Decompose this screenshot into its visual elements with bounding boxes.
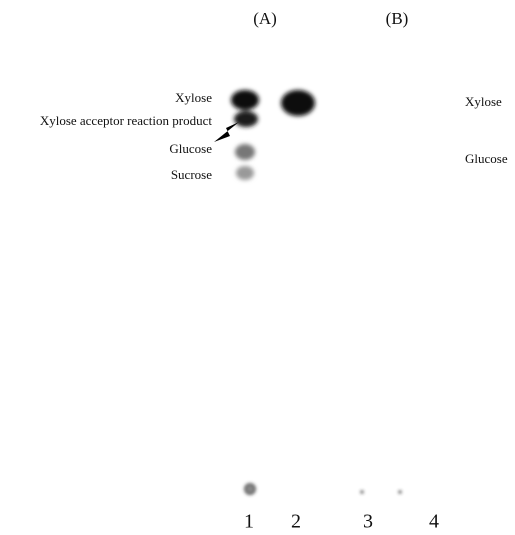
spot bbox=[231, 90, 259, 110]
spot-label: Sucrose bbox=[171, 167, 212, 182]
spot bbox=[236, 166, 254, 180]
tlc-figure: (A) (B) Xylose Xylose acceptor reaction … bbox=[0, 0, 515, 535]
origin-spot bbox=[245, 484, 255, 494]
spot bbox=[281, 90, 315, 116]
panel-label: (A) bbox=[253, 9, 277, 28]
spot-label: Xylose bbox=[465, 94, 502, 109]
spot-label: Xylose bbox=[175, 90, 212, 105]
panel-label: (B) bbox=[386, 9, 409, 28]
lane-number: 2 bbox=[291, 511, 301, 533]
spot-label: Glucose bbox=[169, 141, 212, 156]
origin-spot bbox=[399, 491, 402, 494]
lane-number: 3 bbox=[363, 511, 373, 533]
spot bbox=[235, 144, 255, 160]
background bbox=[0, 0, 515, 535]
spot bbox=[234, 111, 258, 127]
origin-spot bbox=[361, 491, 364, 494]
spot-label: Xylose acceptor reaction product bbox=[40, 113, 213, 128]
spot-label: Glucose bbox=[465, 151, 508, 166]
lane-number: 1 bbox=[244, 511, 254, 533]
lane-number: 4 bbox=[429, 511, 439, 533]
